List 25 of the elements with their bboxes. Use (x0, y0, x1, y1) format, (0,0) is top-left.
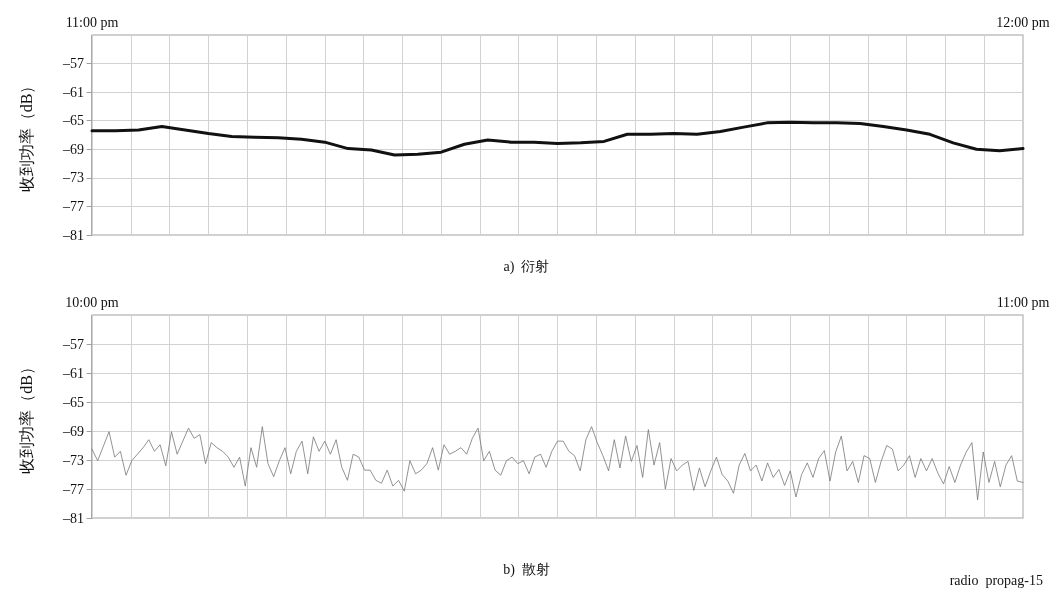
y-tick-label: –69 (62, 141, 84, 157)
y-tick-label: –81 (62, 227, 84, 243)
y-axis-title: 收到功率（dB） (17, 359, 35, 474)
y-tick-label: –57 (62, 56, 84, 72)
y-axis-title: 收到功率（dB） (17, 77, 35, 193)
x-tick-label: 11:00 pm (65, 14, 119, 30)
y-tick-label: –73 (62, 452, 84, 468)
y-tick-label: –57 (62, 336, 84, 352)
y-tick-label: –77 (62, 481, 84, 497)
x-axis-title: b) 散射 (503, 561, 550, 578)
x-tick-label: 11:00 pm (996, 294, 1050, 310)
x-tick-label: 12:00 pm (996, 14, 1050, 30)
y-tick-label: –81 (62, 510, 84, 526)
line-series (90, 120, 1025, 157)
y-tick-label: –61 (62, 84, 84, 100)
y-tick-label: –73 (62, 170, 84, 186)
y-tick-label: –77 (62, 198, 84, 214)
y-tick-label: –61 (62, 365, 84, 381)
y-tick-label: –65 (62, 394, 84, 410)
x-tick-label: 10:00 pm (65, 294, 119, 310)
y-tick-label: –69 (62, 423, 84, 439)
line-series (91, 426, 1024, 501)
x-axis-title: a) 衍射 (503, 258, 550, 275)
y-tick-label: –65 (62, 113, 84, 129)
text: radio propag-15 (949, 572, 1044, 588)
